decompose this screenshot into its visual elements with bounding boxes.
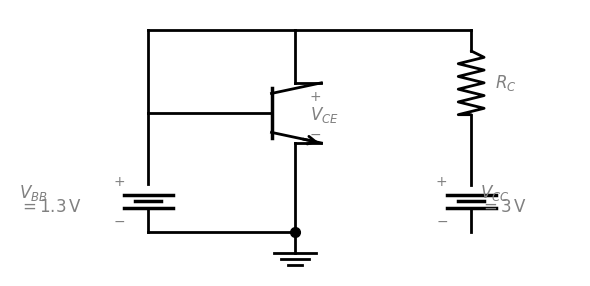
Text: $= 1.3\,\mathrm{V}$: $= 1.3\,\mathrm{V}$ xyxy=(19,198,82,216)
Text: $V_{CE}$: $V_{CE}$ xyxy=(310,105,339,125)
Text: $-$: $-$ xyxy=(310,127,322,141)
Text: +: + xyxy=(113,175,124,189)
Text: $V_{CC}$: $V_{CC}$ xyxy=(480,182,510,202)
Text: $= 3\,\mathrm{V}$: $= 3\,\mathrm{V}$ xyxy=(480,198,527,216)
Text: +: + xyxy=(436,175,448,189)
Text: $R_C$: $R_C$ xyxy=(494,73,516,93)
Text: +: + xyxy=(310,90,322,104)
Text: $-$: $-$ xyxy=(113,214,125,228)
Text: $V_{BB}$: $V_{BB}$ xyxy=(19,182,48,202)
Text: $-$: $-$ xyxy=(436,214,448,228)
